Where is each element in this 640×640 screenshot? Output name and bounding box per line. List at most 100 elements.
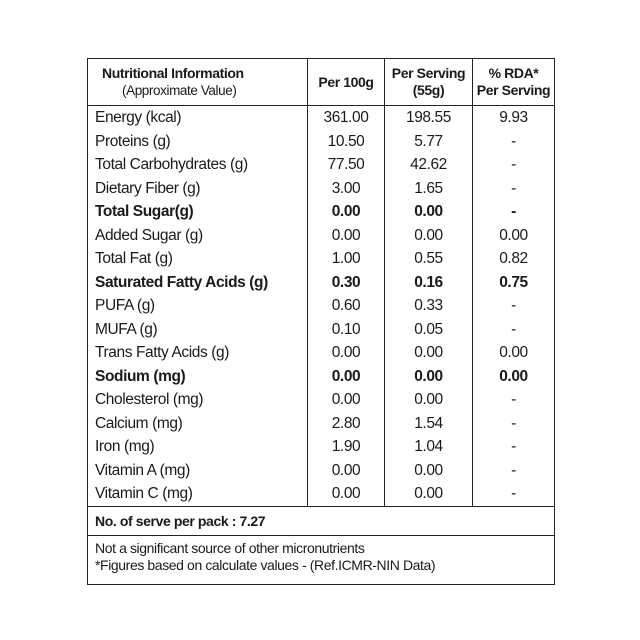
nutrient-value: 0.00 xyxy=(472,364,555,388)
column-header-line: % RDA* xyxy=(488,65,539,81)
nutrition-panel: Nutritional Information (Approximate Val… xyxy=(87,58,555,585)
header-title: Nutritional Information xyxy=(102,65,244,81)
nutrient-value: - xyxy=(472,200,555,224)
nutrient-label: Total Sugar(g) xyxy=(87,200,308,224)
nutrient-value: 1.90 xyxy=(307,435,385,459)
nutrient-value: 198.55 xyxy=(384,105,473,130)
notes-cell: Not a significant source of other micron… xyxy=(87,534,555,585)
column-header: % RDA* Per Serving xyxy=(472,58,555,106)
nutrient-value: - xyxy=(472,458,555,482)
column-header-line: Per Serving xyxy=(476,82,551,98)
nutrient-label: Energy (kcal) xyxy=(87,105,308,130)
nutrient-value: 0.00 xyxy=(307,200,385,224)
nutrient-value: - xyxy=(472,411,555,435)
nutrient-value: 0.16 xyxy=(384,270,473,294)
nutrient-value: 1.54 xyxy=(384,411,473,435)
nutrient-row: Dietary Fiber (g) 3.00 1.65- xyxy=(87,176,555,200)
nutrient-value: - xyxy=(472,153,555,177)
nutrient-value: 0.00 xyxy=(384,482,473,506)
nutrient-value: 0.10 xyxy=(307,317,385,341)
nutrient-value: 0.75 xyxy=(472,270,555,294)
nutrient-value: 0.82 xyxy=(472,247,555,271)
nutrient-row: Total Sugar(g) 0.00 0.00- xyxy=(87,200,555,224)
nutrient-value: - xyxy=(472,317,555,341)
nutrient-value: 0.00 xyxy=(384,458,473,482)
nutrient-row: PUFA (g) 0.60 0.33- xyxy=(87,294,555,318)
nutrient-row: Vitamin C (mg) 0.00 0.00- xyxy=(87,482,555,506)
nutrient-value: 2.80 xyxy=(307,411,385,435)
nutrient-value: 0.33 xyxy=(384,294,473,318)
nutrient-label: Iron (mg) xyxy=(87,435,308,459)
nutrient-label: PUFA (g) xyxy=(87,294,308,318)
column-header-line: (55g) xyxy=(412,82,445,98)
nutrient-row: Added Sugar (g) 0.00 0.00 0.00 xyxy=(87,223,555,247)
serve-row: No. of serve per pack : 7.27 xyxy=(87,505,555,536)
nutrient-value: 0.00 xyxy=(384,388,473,412)
nutrient-row: Vitamin A (mg) 0.00 0.00- xyxy=(87,458,555,482)
table-header: Nutritional Information (Approximate Val… xyxy=(87,58,555,106)
nutrient-label: Saturated Fatty Acids (g) xyxy=(87,270,308,294)
nutrient-label: Vitamin A (mg) xyxy=(87,458,308,482)
table-body: Energy (kcal) 361.00 198.55 9.93 Proteins (g… xyxy=(87,105,555,506)
nutrient-value: 0.00 xyxy=(307,341,385,365)
nutrient-value: 0.00 xyxy=(384,364,473,388)
footnote: *Figures based on calculate values - (Re… xyxy=(95,556,436,573)
nutrition-table: Nutritional Information (Approximate Val… xyxy=(87,58,555,585)
nutrient-row: Calcium (mg) 2.80 1.54- xyxy=(87,411,555,435)
nutrient-value: 0.00 xyxy=(307,223,385,247)
nutrient-value: 0.00 xyxy=(384,223,473,247)
column-header-line: Per 100g xyxy=(318,73,374,90)
header-subtitle: (Approximate Value) xyxy=(122,83,237,98)
nutrient-label: MUFA (g) xyxy=(87,317,308,341)
nutrient-label: Added Sugar (g) xyxy=(87,223,308,247)
serves-per-pack: No. of serve per pack : 7.27 xyxy=(87,505,555,536)
nutrient-value: 0.00 xyxy=(384,341,473,365)
nutrient-value: 361.00 xyxy=(307,105,385,130)
nutrient-label: Cholesterol (mg) xyxy=(87,388,308,412)
nutrient-label: Total Fat (g) xyxy=(87,247,308,271)
nutrient-row: Proteins (g) 10.50 5.77- xyxy=(87,129,555,153)
nutrient-value: 0.00 xyxy=(384,200,473,224)
nutrient-row: Cholesterol (mg) 0.00 0.00- xyxy=(87,388,555,412)
nutrient-row: MUFA (g) 0.10 0.05- xyxy=(87,317,555,341)
nutrient-value: 42.62 xyxy=(384,153,473,177)
footnote: Not a significant source of other micron… xyxy=(95,539,365,556)
nutrient-label: Vitamin C (mg) xyxy=(87,482,308,506)
nutrient-value: 10.50 xyxy=(307,129,385,153)
nutrient-label: Total Carbohydrates (g) xyxy=(87,153,308,177)
nutrient-row: Total Carbohydrates (g) 77.50 42.62- xyxy=(87,153,555,177)
nutrient-value: 0.00 xyxy=(472,223,555,247)
notes-row: Not a significant source of other micron… xyxy=(87,534,555,585)
nutrient-value: 5.77 xyxy=(384,129,473,153)
nutrient-value: 0.00 xyxy=(307,482,385,506)
nutrient-value: 9.93 xyxy=(472,105,555,130)
nutrient-value: 0.55 xyxy=(384,247,473,271)
nutrient-value: 1.00 xyxy=(307,247,385,271)
column-header: Per 100g xyxy=(307,58,385,106)
nutrient-row: Total Fat (g) 1.00 0.55 0.82 xyxy=(87,247,555,271)
nutrient-label: Sodium (mg) xyxy=(87,364,308,388)
nutrient-label: Trans Fatty Acids (g) xyxy=(87,341,308,365)
nutrient-value: - xyxy=(472,129,555,153)
nutrient-value: - xyxy=(472,294,555,318)
nutrient-value: 0.00 xyxy=(472,341,555,365)
nutrient-value: 1.65 xyxy=(384,176,473,200)
nutrient-row: Saturated Fatty Acids (g) 0.30 0.16 0.75 xyxy=(87,270,555,294)
nutrient-row: Iron (mg) 1.90 1.04- xyxy=(87,435,555,459)
nutrient-value: 1.04 xyxy=(384,435,473,459)
nutrient-value: 0.05 xyxy=(384,317,473,341)
column-header: Per Serving (55g) xyxy=(384,58,473,106)
nutrient-value: - xyxy=(472,482,555,506)
nutrient-value: 0.00 xyxy=(307,458,385,482)
nutrient-value: 0.00 xyxy=(307,364,385,388)
column-header-line: Per Serving xyxy=(391,65,466,81)
nutrient-value: - xyxy=(472,176,555,200)
nutrient-label: Proteins (g) xyxy=(87,129,308,153)
nutrient-row: Trans Fatty Acids (g) 0.00 0.00 0.00 xyxy=(87,341,555,365)
nutrient-value: - xyxy=(472,435,555,459)
header-row: Nutritional Information (Approximate Val… xyxy=(87,58,555,106)
nutrient-value: 0.30 xyxy=(307,270,385,294)
nutrient-label: Dietary Fiber (g) xyxy=(87,176,308,200)
nutrient-label: Calcium (mg) xyxy=(87,411,308,435)
